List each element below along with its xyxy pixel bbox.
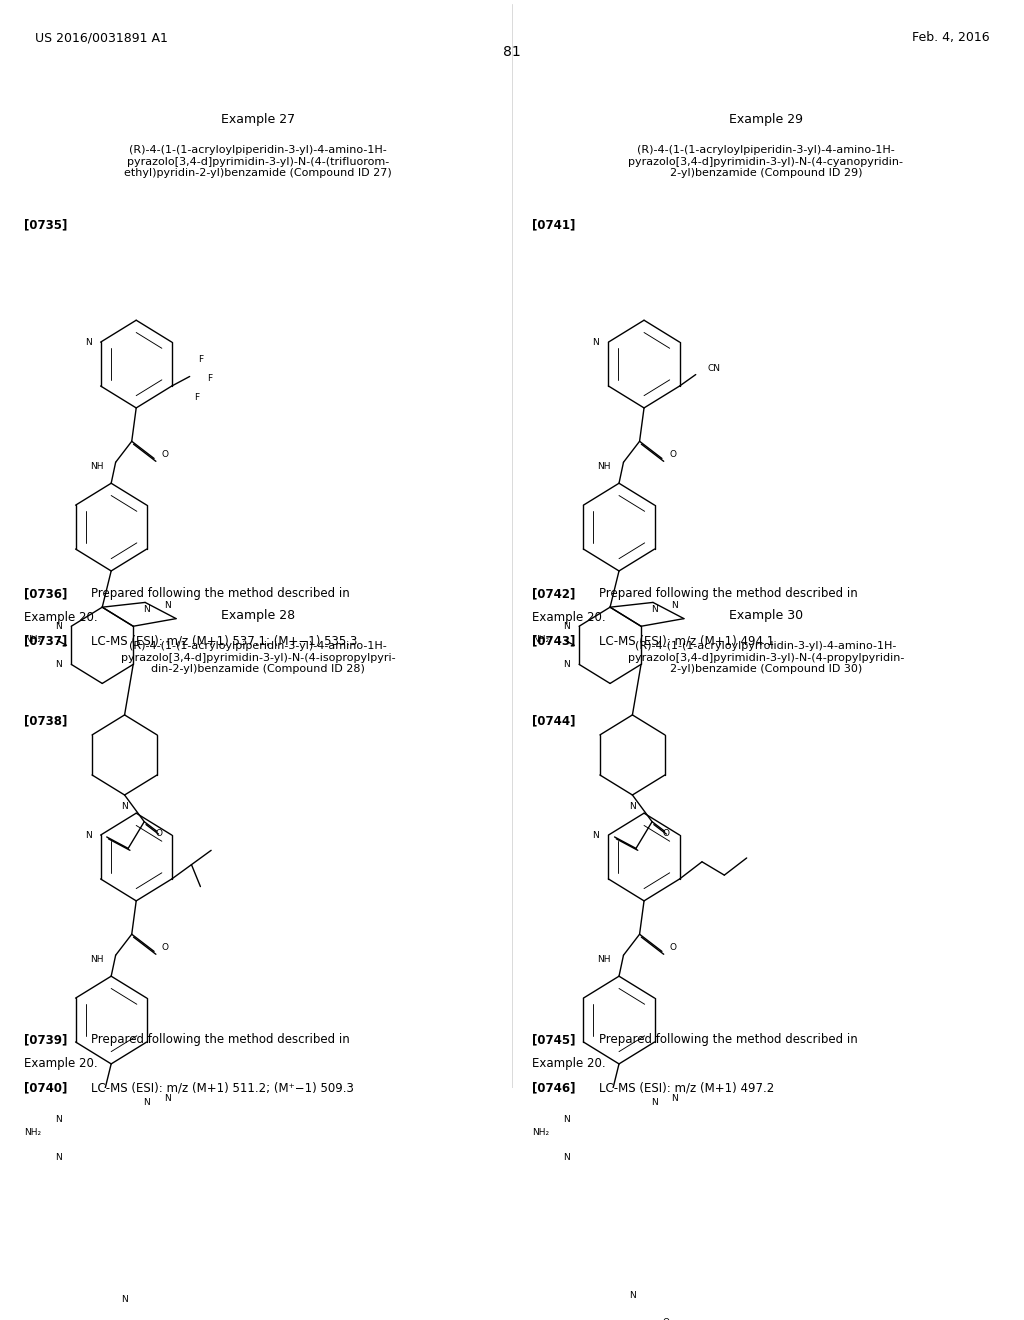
Text: N: N xyxy=(672,1094,678,1102)
Text: CN: CN xyxy=(708,364,720,374)
Text: NH₂: NH₂ xyxy=(25,635,41,644)
Text: O: O xyxy=(669,942,676,952)
Text: NH: NH xyxy=(597,462,611,471)
Text: F: F xyxy=(207,374,212,383)
Text: N: N xyxy=(593,338,599,347)
Text: [0736]: [0736] xyxy=(25,587,68,601)
Text: F: F xyxy=(198,355,203,364)
Text: (R)-4-(1-(1-acryloylpiperidin-3-yl)-4-amino-1H-
pyrazolo[3,4-d]pyrimidin-3-yl)-N: (R)-4-(1-(1-acryloylpiperidin-3-yl)-4-am… xyxy=(124,145,392,178)
Text: [0737]: [0737] xyxy=(25,635,68,648)
Text: [0740]: [0740] xyxy=(25,1081,68,1094)
Text: Prepared following the method described in: Prepared following the method described … xyxy=(599,587,858,601)
Text: US 2016/0031891 A1: US 2016/0031891 A1 xyxy=(35,32,168,45)
Text: O: O xyxy=(162,942,168,952)
Text: [0741]: [0741] xyxy=(532,219,575,232)
Text: N: N xyxy=(55,1114,62,1123)
Text: (R)-4-(1-(1-acryloylpiperidin-3-yl)-4-amino-1H-
pyrazolo[3,4-d]pyrimidin-3-yl)-N: (R)-4-(1-(1-acryloylpiperidin-3-yl)-4-am… xyxy=(629,145,903,178)
Text: Feb. 4, 2016: Feb. 4, 2016 xyxy=(911,32,989,45)
Text: LC-MS (ESI): m/z (M+1) 511.2; (M⁺−1) 509.3: LC-MS (ESI): m/z (M+1) 511.2; (M⁺−1) 509… xyxy=(91,1081,354,1094)
Text: Example 29: Example 29 xyxy=(729,112,803,125)
Text: N: N xyxy=(563,622,570,631)
Text: N: N xyxy=(55,622,62,631)
Text: O: O xyxy=(155,829,162,838)
Text: O: O xyxy=(663,1317,670,1320)
Text: Example 28: Example 28 xyxy=(221,609,295,622)
Text: N: N xyxy=(55,1152,62,1162)
Text: N: N xyxy=(121,1295,128,1304)
Text: (R)-4-(1-(1-acryloylpiperidin-3-yl)-4-amino-1H-
pyrazolo[3,4-d]pyrimidin-3-yl)-N: (R)-4-(1-(1-acryloylpiperidin-3-yl)-4-am… xyxy=(121,642,395,675)
Text: N: N xyxy=(85,830,91,840)
Text: LC-MS (ESI): m/z (M+1) 497.2: LC-MS (ESI): m/z (M+1) 497.2 xyxy=(599,1081,774,1094)
Text: N: N xyxy=(672,601,678,610)
Text: [0744]: [0744] xyxy=(532,715,575,727)
Text: N: N xyxy=(629,803,636,810)
Text: Example 20.: Example 20. xyxy=(25,1057,98,1071)
Text: O: O xyxy=(663,829,670,838)
Text: N: N xyxy=(563,1152,570,1162)
Text: [0735]: [0735] xyxy=(25,219,68,232)
Text: N: N xyxy=(55,660,62,669)
Text: Example 20.: Example 20. xyxy=(532,1057,606,1071)
Text: [0742]: [0742] xyxy=(532,587,575,601)
Text: Example 20.: Example 20. xyxy=(532,611,606,624)
Text: N: N xyxy=(563,660,570,669)
Text: N: N xyxy=(651,605,657,614)
Text: Prepared following the method described in: Prepared following the method described … xyxy=(599,1034,858,1047)
Text: N: N xyxy=(164,601,171,610)
Text: NH₂: NH₂ xyxy=(532,635,549,644)
Text: N: N xyxy=(629,1291,636,1300)
Text: LC-MS (ESI): m/z (M+1) 537.1; (M+−1) 535.3: LC-MS (ESI): m/z (M+1) 537.1; (M+−1) 535… xyxy=(91,635,357,648)
Text: [0738]: [0738] xyxy=(25,715,68,727)
Text: N: N xyxy=(121,803,128,810)
Text: NH: NH xyxy=(90,462,103,471)
Text: NH: NH xyxy=(90,954,103,964)
Text: (R)-4-(1-(1-acryloylpyrrolidin-3-yl)-4-amino-1H-
pyrazolo[3,4-d]pyrimidin-3-yl)-: (R)-4-(1-(1-acryloylpyrrolidin-3-yl)-4-a… xyxy=(628,642,904,675)
Text: LC-MS (ESI): m/z (M+1) 494.1: LC-MS (ESI): m/z (M+1) 494.1 xyxy=(599,635,774,648)
Text: F: F xyxy=(195,393,200,401)
Text: N: N xyxy=(563,1114,570,1123)
Text: [0746]: [0746] xyxy=(532,1081,575,1094)
Text: N: N xyxy=(593,830,599,840)
Text: O: O xyxy=(669,450,676,459)
Text: N: N xyxy=(85,338,91,347)
Text: N: N xyxy=(143,1097,150,1106)
Text: Prepared following the method described in: Prepared following the method described … xyxy=(91,587,350,601)
Text: NH: NH xyxy=(597,954,611,964)
Text: N: N xyxy=(651,1097,657,1106)
Text: NH₂: NH₂ xyxy=(532,1129,549,1137)
Text: [0745]: [0745] xyxy=(532,1034,575,1047)
Text: Prepared following the method described in: Prepared following the method described … xyxy=(91,1034,350,1047)
Text: NH₂: NH₂ xyxy=(25,1129,41,1137)
Text: N: N xyxy=(164,1094,171,1102)
Text: N: N xyxy=(143,605,150,614)
Text: O: O xyxy=(162,450,168,459)
Text: Example 20.: Example 20. xyxy=(25,611,98,624)
Text: 81: 81 xyxy=(503,45,521,59)
Text: [0739]: [0739] xyxy=(25,1034,68,1047)
Text: Example 27: Example 27 xyxy=(221,112,295,125)
Text: Example 30: Example 30 xyxy=(729,609,803,622)
Text: [0743]: [0743] xyxy=(532,635,575,648)
